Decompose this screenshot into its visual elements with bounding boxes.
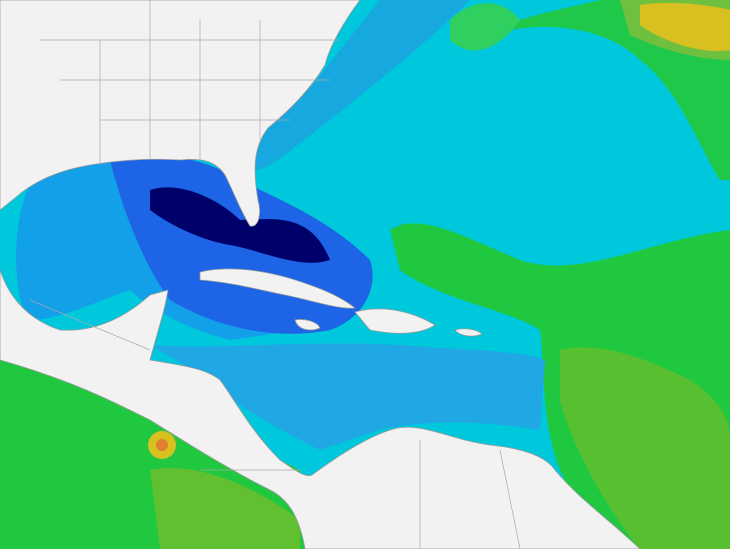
ocean-yellow: [640, 2, 730, 51]
cuba-land: [199, 268, 356, 309]
puerto-rico-land: [454, 328, 483, 337]
ocean-shelf: [250, 0, 470, 170]
ocean-olive-east: [560, 347, 730, 549]
political-borders: [29, 0, 521, 549]
ocean-green-patch: [450, 3, 520, 51]
hispaniola-land: [354, 308, 436, 334]
central-south-america-land: [0, 269, 641, 549]
ocean-olive-pacific: [150, 468, 300, 549]
deep-navy: [150, 187, 330, 263]
caribbean-teal: [150, 343, 545, 450]
north-america-land: [0, 0, 361, 227]
jamaica-land: [294, 319, 321, 331]
ocean-orange-spot: [156, 439, 168, 451]
